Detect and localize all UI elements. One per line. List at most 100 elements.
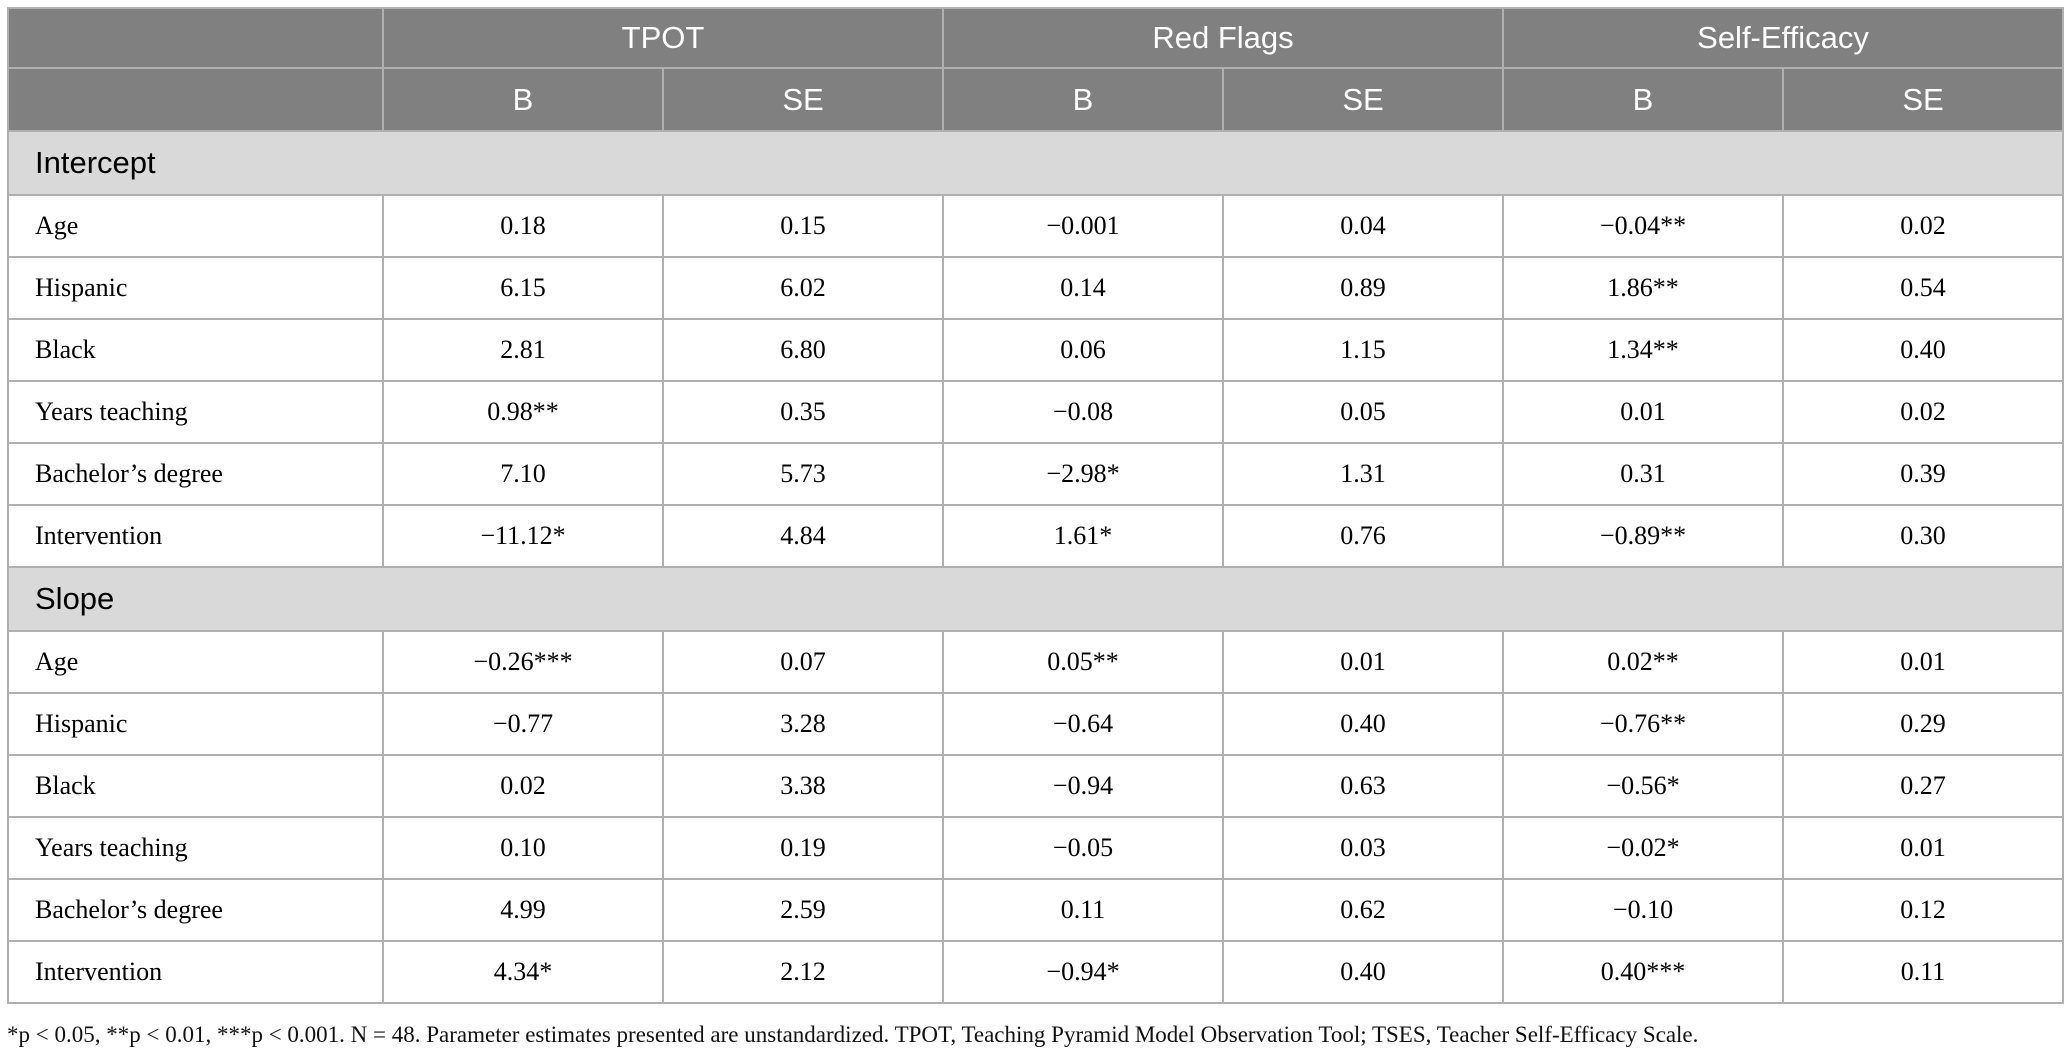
cell: 0.40*** xyxy=(1502,940,1784,1004)
corner-cell xyxy=(7,67,384,132)
cell: 0.40 xyxy=(1222,692,1504,756)
row-label: Bachelor’s degree xyxy=(7,442,384,506)
cell: 0.40 xyxy=(1782,318,2064,382)
data-row: Years teaching 0.98** 0.35 −0.08 0.05 0.01 0.0… xyxy=(7,380,2064,444)
subheader-row: B SE B SE B SE xyxy=(7,67,2064,132)
cell: 0.03 xyxy=(1222,816,1504,880)
group-header: Red Flags xyxy=(942,7,1504,69)
cell: 0.05** xyxy=(942,630,1224,694)
section-title: Intercept xyxy=(7,130,2064,196)
cell: 0.76 xyxy=(1222,504,1504,568)
subheader: SE xyxy=(1222,67,1504,132)
cell: 0.62 xyxy=(1222,878,1504,942)
cell: 5.73 xyxy=(662,442,944,506)
cell: 0.29 xyxy=(1782,692,2064,756)
cell: 0.18 xyxy=(382,194,664,258)
row-label: Black xyxy=(7,318,384,382)
cell: −0.94* xyxy=(942,940,1224,1004)
cell: 4.34* xyxy=(382,940,664,1004)
row-label: Intervention xyxy=(7,504,384,568)
cell: 0.30 xyxy=(1782,504,2064,568)
cell: 0.01 xyxy=(1782,816,2064,880)
cell: 0.07 xyxy=(662,630,944,694)
cell: −0.56* xyxy=(1502,754,1784,818)
cell: 2.12 xyxy=(662,940,944,1004)
row-label: Years teaching xyxy=(7,380,384,444)
row-label: Years teaching xyxy=(7,816,384,880)
cell: −2.98* xyxy=(942,442,1224,506)
cell: 0.11 xyxy=(1782,940,2064,1004)
cell: −0.02* xyxy=(1502,816,1784,880)
cell: 1.86** xyxy=(1502,256,1784,320)
row-label: Age xyxy=(7,194,384,258)
data-row: Bachelor’s degree 4.99 2.59 0.11 0.62 −0.10 0.… xyxy=(7,878,2064,942)
cell: −11.12* xyxy=(382,504,664,568)
group-header: TPOT xyxy=(382,7,944,69)
data-row: Black 0.02 3.38 −0.94 0.63 −0.56* 0.27 xyxy=(7,754,2064,818)
data-row: Hispanic −0.77 3.28 −0.64 0.40 −0.76** 0.29 xyxy=(7,692,2064,756)
subheader: B xyxy=(382,67,664,132)
cell: −0.04** xyxy=(1502,194,1784,258)
data-row: Years teaching 0.10 0.19 −0.05 0.03 −0.02* 0.0… xyxy=(7,816,2064,880)
cell: 0.05 xyxy=(1222,380,1504,444)
row-label: Hispanic xyxy=(7,692,384,756)
cell: 0.02 xyxy=(1782,194,2064,258)
cell: 1.61* xyxy=(942,504,1224,568)
cell: 0.02 xyxy=(1782,380,2064,444)
data-row: Hispanic 6.15 6.02 0.14 0.89 1.86** 0.54 xyxy=(7,256,2064,320)
cell: 6.80 xyxy=(662,318,944,382)
cell: 1.34** xyxy=(1502,318,1784,382)
cell: 0.31 xyxy=(1502,442,1784,506)
cell: 4.84 xyxy=(662,504,944,568)
cell: 0.63 xyxy=(1222,754,1504,818)
cell: 0.12 xyxy=(1782,878,2064,942)
cell: 6.02 xyxy=(662,256,944,320)
header-row: TPOT Red Flags Self-Efficacy xyxy=(7,7,2064,69)
data-row: Intervention 4.34* 2.12 −0.94* 0.40 0.40*** 0.… xyxy=(7,940,2064,1004)
data-row: Intervention −11.12* 4.84 1.61* 0.76 −0.89** 0… xyxy=(7,504,2064,568)
row-label: Age xyxy=(7,630,384,694)
cell: 0.04 xyxy=(1222,194,1504,258)
cell: −0.77 xyxy=(382,692,664,756)
subheader: SE xyxy=(662,67,944,132)
cell: 0.19 xyxy=(662,816,944,880)
cell: −0.89** xyxy=(1502,504,1784,568)
subheader: B xyxy=(942,67,1224,132)
cell: 3.38 xyxy=(662,754,944,818)
cell: −0.08 xyxy=(942,380,1224,444)
group-header: Self-Efficacy xyxy=(1502,7,2064,69)
cell: −0.64 xyxy=(942,692,1224,756)
cell: 2.81 xyxy=(382,318,664,382)
cell: 0.15 xyxy=(662,194,944,258)
data-row: Age −0.26*** 0.07 0.05** 0.01 0.02** 0.01 xyxy=(7,630,2064,694)
cell: 2.59 xyxy=(662,878,944,942)
row-label: Black xyxy=(7,754,384,818)
row-label: Intervention xyxy=(7,940,384,1004)
corner-cell xyxy=(7,7,384,69)
footnote: *p < 0.05, **p < 0.01, ***p < 0.001. N =… xyxy=(7,1022,1699,1047)
cell: 0.06 xyxy=(942,318,1224,382)
cell: 0.10 xyxy=(382,816,664,880)
cell: −0.05 xyxy=(942,816,1224,880)
cell: 0.14 xyxy=(942,256,1224,320)
results-table: TPOT Red Flags Self-Efficacy B SE B SE B SE Inter… xyxy=(7,7,2064,1004)
row-label: Bachelor’s degree xyxy=(7,878,384,942)
cell: 0.02** xyxy=(1502,630,1784,694)
data-row: Bachelor’s degree 7.10 5.73 −2.98* 1.31 0.31 0… xyxy=(7,442,2064,506)
cell: 0.01 xyxy=(1502,380,1784,444)
cell: 0.01 xyxy=(1222,630,1504,694)
cell: −0.10 xyxy=(1502,878,1784,942)
cell: −0.94 xyxy=(942,754,1224,818)
cell: −0.26*** xyxy=(382,630,664,694)
table-wrapper: TPOT Red Flags Self-Efficacy B SE B SE B SE Inter… xyxy=(7,7,2064,1004)
cell: 0.54 xyxy=(1782,256,2064,320)
cell: 4.99 xyxy=(382,878,664,942)
data-row: Age 0.18 0.15 −0.001 0.04 −0.04** 0.02 xyxy=(7,194,2064,258)
section-row: Intercept xyxy=(7,130,2064,196)
subheader: SE xyxy=(1782,67,2064,132)
cell: 7.10 xyxy=(382,442,664,506)
section-row: Slope xyxy=(7,566,2064,632)
cell: 1.31 xyxy=(1222,442,1504,506)
section-title: Slope xyxy=(7,566,2064,632)
cell: 0.27 xyxy=(1782,754,2064,818)
